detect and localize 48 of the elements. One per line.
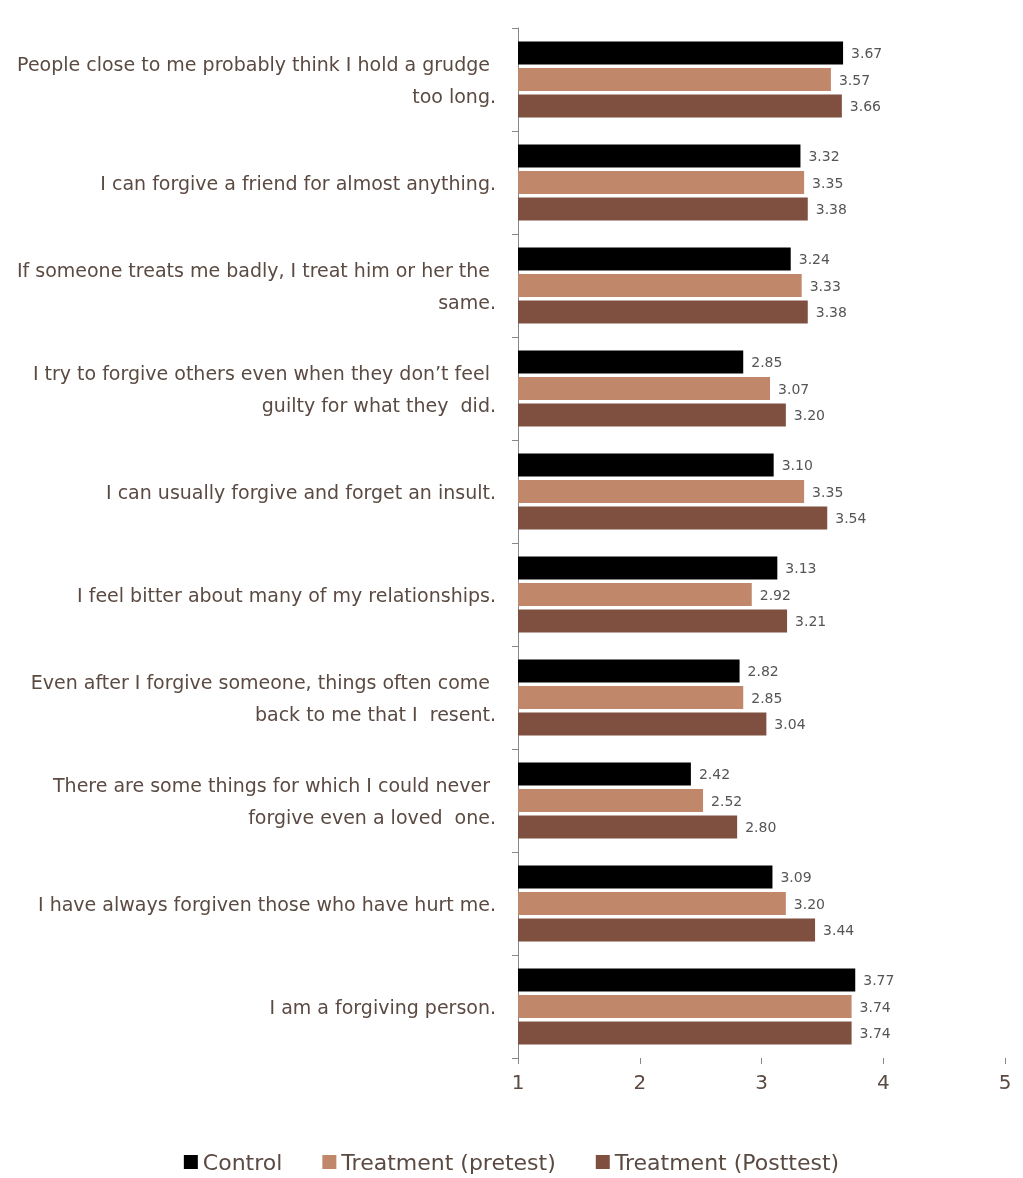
x-tick-label: 5 (998, 1070, 1012, 1094)
legend-label: Control (202, 1149, 283, 1175)
data-label: 2.42 (698, 765, 731, 782)
data-label: 2.85 (751, 353, 783, 370)
y-tick-label: If someone treats me badly, I treat him or her the same. (16, 258, 496, 313)
x-tick-label: 2 (633, 1070, 647, 1094)
legend-label: Treatment (Posttest) (613, 1149, 840, 1175)
y-tick-label: I can usually forgive and forget an insult. (106, 480, 496, 503)
data-label: 3.09 (780, 868, 812, 885)
x-tick-label: 1 (511, 1070, 525, 1094)
data-label: 3.38 (815, 304, 847, 321)
data-label: 3.57 (838, 71, 871, 88)
data-label: 3.10 (781, 456, 813, 473)
y-tick-label: I have always forgiven those who have hurt me. (37, 892, 496, 915)
data-label: 3.66 (849, 98, 882, 115)
data-label: 3.20 (793, 407, 826, 424)
data-label: 3.20 (793, 895, 826, 912)
y-tick-label: There are some things for which I could never forgive even a loved one. (51, 773, 496, 828)
data-label: 3.44 (823, 922, 855, 939)
data-label: 3.33 (809, 277, 841, 294)
data-label: 3.21 (795, 613, 827, 630)
y-tick-label: I am a forgiving person. (269, 995, 496, 1018)
data-label: 3.32 (808, 147, 840, 164)
y-tick-label: I try to forgive others even when they don’t feel guilty for what they did. (32, 361, 496, 416)
x-tick-label: 4 (876, 1070, 890, 1094)
data-label: 3.35 (812, 483, 844, 500)
x-tick-label: 3 (755, 1070, 768, 1094)
data-label: 3.04 (774, 716, 806, 733)
data-label: 2.92 (759, 586, 791, 603)
data-label: 3.07 (778, 380, 810, 397)
data-label: 3.35 (812, 174, 844, 191)
data-label: 3.24 (798, 250, 830, 267)
y-tick-label: I can forgive a friend for almost anything. (100, 171, 496, 194)
legend-label: Treatment (pretest) (340, 1149, 556, 1175)
y-tick-label: People close to me probably think I hold a grudge too long. (17, 52, 496, 107)
data-label: 2.52 (711, 792, 743, 809)
data-label: 3.13 (785, 559, 817, 576)
y-tick-label: Even after I forgive someone, things often come back to me that I resent. (30, 670, 496, 725)
data-label: 3.74 (859, 998, 891, 1015)
data-label: 3.67 (851, 44, 883, 61)
data-label: 2.80 (745, 819, 777, 836)
data-label: 3.77 (863, 971, 895, 988)
data-label: 3.54 (835, 510, 867, 527)
data-label: 3.74 (859, 1025, 891, 1042)
data-label: 2.85 (751, 689, 783, 706)
y-tick-label: I feel bitter about many of my relationships. (77, 583, 496, 606)
data-label: 3.38 (815, 201, 847, 218)
data-label: 2.82 (747, 662, 779, 679)
